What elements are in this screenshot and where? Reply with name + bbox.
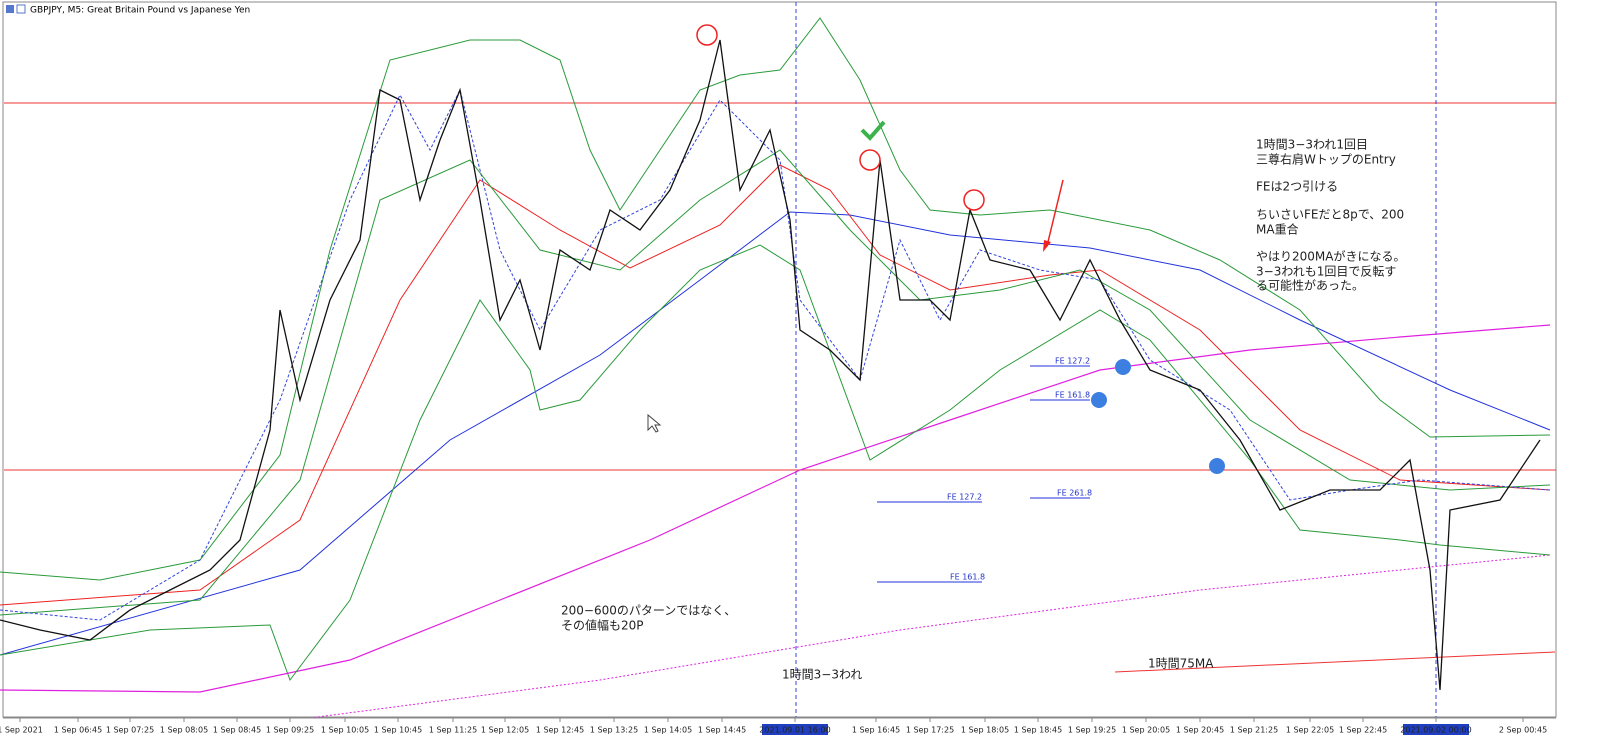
like-icon [1115,359,1131,375]
circle-marker [963,189,985,211]
x-tick-label: 1 Sep 18:45 [1014,726,1062,735]
price [0,39,1541,691]
ma-75-hour [1114,651,1556,673]
x-label-highlight [762,724,828,735]
circle-marker [859,149,881,171]
annotation: 3−3われも1回目で反転す [1256,265,1396,279]
x-tick-label: 1 Sep 14:45 [698,726,746,735]
plot-frame [2,1,1557,718]
x-tick-label: 1 Sep 19:25 [1068,726,1116,735]
x-tick-label: 1 Sep 14:05 [644,726,692,735]
x-tick-label: 1 Sep 08:45 [213,726,261,735]
ma-blue [0,211,1551,656]
fe-label: FE 161.8 [950,573,985,582]
annotation: る可能性があった。 [1256,278,1364,293]
x-tick-label: 1 Sep 09:25 [266,726,314,735]
x-tick-label: 1 Sep 10:45 [374,726,422,735]
x-tick-label: 1 Sep 17:25 [906,726,954,735]
like-icon [1091,392,1107,408]
x-tick-label: 1 Sep 10:05 [321,726,369,735]
band-upper [0,17,1551,581]
icon [16,4,26,14]
x-tick-label: 1 Sep 20:05 [1122,726,1170,735]
cursor [647,413,662,433]
x-tick-label: 1 Sep 13:25 [590,726,638,735]
fe-label: FE 261.8 [1057,489,1092,498]
x-tick-label: 1 Sep 12:05 [481,726,529,735]
annotation: 1時間75MA [1148,657,1214,671]
x-tick-label: 1 Sep 18:05 [961,726,1009,735]
annotation: FEは2つ引ける [1256,180,1338,194]
annotation: MA重合 [1256,222,1299,237]
x-tick-label: 1 Sep 22:05 [1286,726,1334,735]
x-tick-label: 1 Sep 07:25 [106,726,154,735]
arrow-head [1043,240,1051,252]
fe-label: FE 161.8 [1055,391,1090,400]
x-tick-label: 1 Sep 21:25 [1230,726,1278,735]
like-icon [1209,458,1225,474]
annotation: 1時間3−3われ [782,668,862,682]
ma-200 [0,324,1551,693]
annotation: その値幅も20P [561,618,644,633]
annotation: 1時間3−3われ1回目 [1256,138,1368,152]
fe-label: FE 127.2 [1055,357,1090,366]
check-mark [860,120,886,141]
fe-label: FE 127.2 [947,493,982,502]
x-tick-label: 1 Sep 22:45 [1339,726,1387,735]
band-mid [0,149,1551,616]
arrow [1046,179,1064,247]
annotation: やはり200MAがきになる。 [1256,249,1405,264]
x-tick-label: 1 Sep 12:45 [536,726,584,735]
chart-title: GBPJPY, M5: Great Britain Pound vs Japan… [30,6,250,16]
x-tick-label: 1 Sep 06:45 [54,726,102,735]
x-label-highlight [1403,724,1469,735]
icon [6,5,14,13]
x-tick-label: 1 Sep 08:05 [160,726,208,735]
x-tick-label: 1 Sep 16:45 [852,726,900,735]
x-tick-label: 2 Sep 00:45 [1499,726,1547,735]
x-tick-label: 2021.09.01 16:00 [759,726,830,735]
x-tick-label: 2021.09.02 00:00 [1400,726,1471,735]
annotation: 三尊右肩WトップのEntry [1256,152,1396,167]
annotation: ちいさいFEだと8pで、200 [1256,208,1404,222]
x-tick-label: 1 Sep 2021 [0,726,43,735]
annotation: 200−600のパターンではなく、 [561,604,736,618]
circle-marker [696,24,718,46]
x-tick-label: 1 Sep 20:45 [1176,726,1224,735]
x-tick-label: 1 Sep 11:25 [429,726,477,735]
ma-red [0,164,1551,606]
ma-dotted [309,554,1551,719]
